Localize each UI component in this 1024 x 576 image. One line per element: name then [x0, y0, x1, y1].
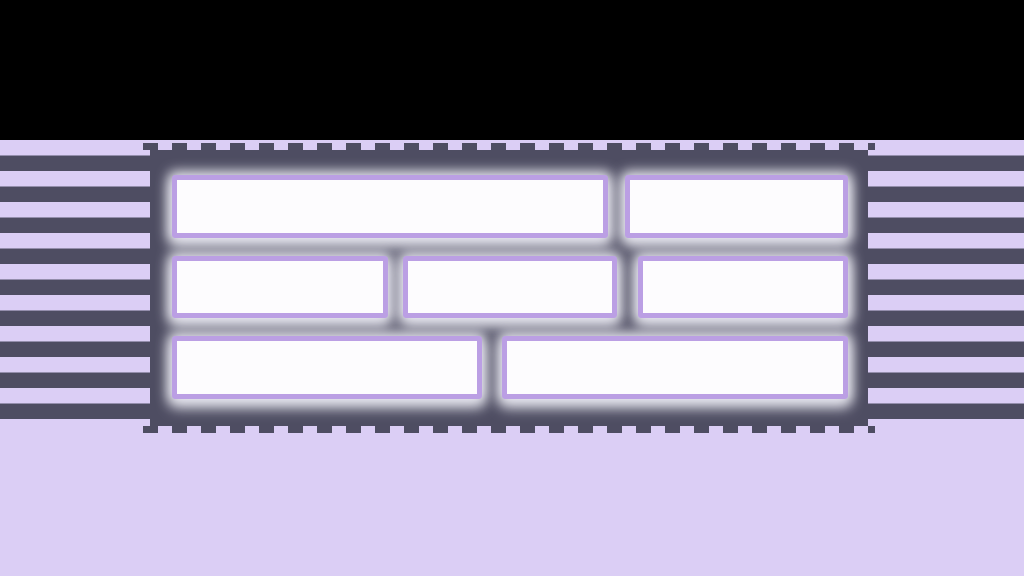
dashed-border-left	[143, 143, 150, 433]
placeholder-card[interactable]	[638, 256, 848, 318]
dashed-border-top	[143, 143, 875, 150]
dashed-border-bottom	[143, 426, 875, 433]
placeholder-card[interactable]	[502, 336, 848, 399]
placeholder-card[interactable]	[625, 175, 848, 238]
placeholder-card[interactable]	[403, 256, 617, 318]
dropzone-panel[interactable]	[143, 143, 875, 433]
placeholder-card[interactable]	[172, 256, 388, 318]
dashed-border-right	[868, 143, 875, 433]
placeholder-card[interactable]	[172, 336, 482, 399]
placeholder-card[interactable]	[172, 175, 608, 238]
top-black-band	[0, 0, 1024, 143]
